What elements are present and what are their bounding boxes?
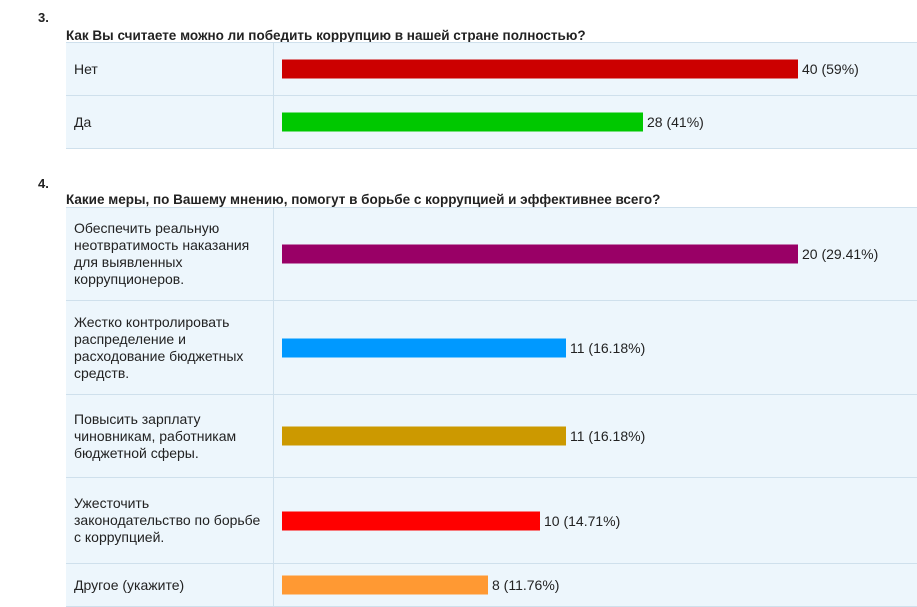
answer-label: Другое (укажите) <box>66 564 274 606</box>
question-3-chart: Нет 40 (59%) Да 28 (41%) <box>66 42 917 149</box>
bar <box>282 426 566 446</box>
bar <box>282 244 798 264</box>
answer-row: Обеспечить реальную неотвратимость наказ… <box>66 208 917 301</box>
bar-cell: 8 (11.76%) <box>274 564 917 606</box>
bar-cell: 10 (14.71%) <box>274 478 917 563</box>
question-3-number: 3. <box>38 10 49 25</box>
question-4-chart: Обеспечить реальную неотвратимость наказ… <box>66 207 917 607</box>
bar-value-label: 20 (29.41%) <box>802 246 879 262</box>
bar-cell: 11 (16.18%) <box>274 395 917 477</box>
bar-value-label: 11 (16.18%) <box>570 339 646 356</box>
answer-row: Ужесточить законодательство по борьбе с … <box>66 478 917 564</box>
answer-label: Да <box>66 96 274 148</box>
bar-value-label: 8 (11.76%) <box>492 577 560 593</box>
bar-value-label: 28 (41%) <box>647 114 704 130</box>
bar-cell: 28 (41%) <box>274 96 917 148</box>
question-4-title: Какие меры, по Вашему мнению, помогут в … <box>66 192 661 207</box>
answer-row: Повысить зарплату чиновникам, работникам… <box>66 395 917 478</box>
answer-label: Обеспечить реальную неотвратимость наказ… <box>66 208 274 300</box>
bar-value-label: 10 (14.71%) <box>544 512 621 529</box>
answer-row: Жестко контролировать распределение и ра… <box>66 301 917 395</box>
answer-row: Да 28 (41%) <box>66 96 917 149</box>
bar <box>282 112 643 132</box>
answer-label: Повысить зарплату чиновникам, работникам… <box>66 395 274 477</box>
question-3-title: Как Вы считаете можно ли победить корруп… <box>66 28 586 43</box>
bar-value-label: 11 (16.18%) <box>570 428 646 444</box>
bar-cell: 40 (59%) <box>274 43 917 95</box>
question-4-number: 4. <box>38 176 49 191</box>
answer-label: Ужесточить законодательство по борьбе с … <box>66 478 274 563</box>
bar <box>282 511 540 530</box>
answer-row: Нет 40 (59%) <box>66 43 917 96</box>
bar <box>282 575 488 595</box>
bar <box>282 338 566 357</box>
bar-cell: 11 (16.18%) <box>274 301 917 394</box>
bar-value-label: 40 (59%) <box>802 61 859 77</box>
answer-label: Нет <box>66 43 274 95</box>
bar <box>282 59 798 79</box>
bar-cell: 20 (29.41%) <box>274 208 917 300</box>
answer-label: Жестко контролировать распределение и ра… <box>66 301 274 394</box>
